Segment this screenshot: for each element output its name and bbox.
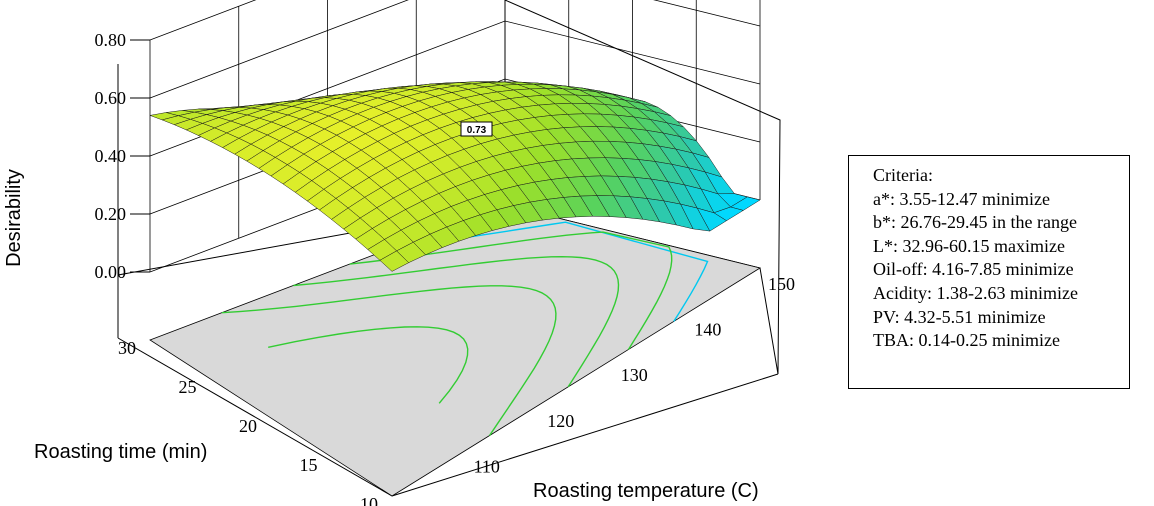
z-tick-label: 0.20 <box>95 204 127 224</box>
back-wall-right-top <box>504 0 781 375</box>
floor-plane <box>149 204 762 497</box>
y-axis-ticks: 100 110 120 130 140 150 <box>400 274 795 506</box>
x-axis-label: Roasting time (min) <box>34 441 207 463</box>
desirability-surface <box>149 81 761 272</box>
contour-line <box>221 285 557 436</box>
contour-line <box>349 231 673 350</box>
criteria-line: Acidity: 1.38-2.63 minimize <box>873 282 1078 303</box>
x-axis-ticks: 10 15 20 25 30 <box>118 338 378 506</box>
z-tick-label: 0.40 <box>95 146 127 166</box>
z-axis-ticks: 0.00 0.20 0.40 0.60 0.80 <box>95 30 150 282</box>
criteria-legend: Criteria: a*: 3.55-12.47 minimize b*: 26… <box>848 155 1130 389</box>
criteria-line: L*: 32.96-60.15 maximize <box>873 235 1065 256</box>
grid-line-z <box>149 0 761 99</box>
y-tick-label: 150 <box>768 274 795 294</box>
z-tick-label: 0.60 <box>95 88 127 108</box>
grid-line-z <box>149 0 257 41</box>
x-tick-label: 25 <box>179 377 197 397</box>
criteria-title: Criteria: <box>873 165 933 185</box>
y-tick-label: 120 <box>547 411 574 431</box>
criteria-line: PV: 4.32-5.51 minimize <box>873 306 1046 327</box>
contour-line <box>293 255 620 388</box>
x-tick-label: 10 <box>360 494 378 506</box>
surface-patch <box>379 250 410 272</box>
criteria-line: b*: 26.76-29.45 in the range <box>873 212 1077 233</box>
floor-front-right <box>391 373 779 497</box>
y-axis-label: Roasting temperature (C) <box>533 480 759 502</box>
x-tick-label: 15 <box>300 455 318 475</box>
contour-line <box>268 326 469 404</box>
criteria-line: Oil-off: 4.16-7.85 minimize <box>873 259 1074 280</box>
max-value-annotation: 0.73 <box>460 121 493 137</box>
y-tick-label: 110 <box>474 456 500 476</box>
max-value-label: 0.73 <box>467 125 487 136</box>
floor-front-left <box>117 337 393 497</box>
y-tick-label: 130 <box>621 365 648 385</box>
x-tick-label: 20 <box>239 416 257 436</box>
criteria-line: a*: 3.55-12.47 minimize <box>873 188 1050 209</box>
z-axis-label: Desirability <box>3 169 25 267</box>
z-tick-label: 0.80 <box>95 30 127 50</box>
criteria-line: TBA: 0.14-0.25 minimize <box>873 330 1060 351</box>
contour-lines <box>221 221 709 436</box>
z-tick-label: 0.00 <box>95 262 127 282</box>
y-tick-label: 100 <box>400 502 427 506</box>
y-tick-label: 140 <box>694 320 721 340</box>
x-tick-label: 30 <box>118 338 136 358</box>
